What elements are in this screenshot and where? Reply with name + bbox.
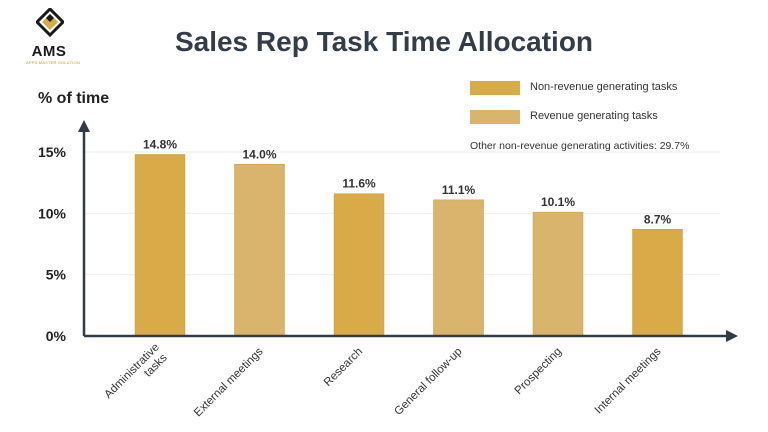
x-tick-label: Prospecting	[513, 346, 564, 397]
diamond-logo-icon	[36, 8, 64, 38]
y-axis-arrow-icon	[78, 120, 90, 132]
legend-item-non-revenue: Non-revenue generating tasks	[470, 80, 760, 96]
x-tick-label: General follow-up	[392, 346, 464, 418]
y-tick-label: 0%	[46, 328, 67, 344]
logo-text: AMS	[31, 43, 67, 60]
x-tick-label: External meetings	[192, 345, 266, 419]
x-tick-label: Internal meetings	[593, 345, 664, 416]
y-tick-label: 15%	[38, 144, 67, 160]
y-tick-label: 10%	[38, 205, 67, 221]
y-axis-label: % of time	[38, 90, 110, 107]
bar	[333, 193, 385, 337]
bar	[234, 164, 285, 337]
bar-value-label: 14.8%	[143, 137, 177, 151]
logo: AMS APPS MASTER SOLUTION	[26, 8, 86, 70]
bar	[134, 154, 186, 337]
bar-value-label: 11.6%	[342, 177, 376, 191]
bar-value-label: 11.1%	[442, 183, 476, 197]
chart-title: Sales Rep Task Time Allocation	[174, 26, 594, 57]
bar-value-label: 14.0%	[242, 147, 276, 161]
legend-label-revenue: Revenue generating tasks	[530, 110, 658, 122]
bar	[532, 211, 584, 337]
y-tick-label: 5%	[46, 267, 67, 283]
legend-label-non-revenue: Non-revenue generating tasks	[530, 81, 678, 93]
bar-value-label: 10.1%	[541, 195, 575, 209]
logo-subtext: APPS MASTER SOLUTION	[26, 60, 81, 65]
legend-item-revenue: Revenue generating tasks	[470, 109, 760, 125]
annotation-other-activities: Other non-revenue generating activities:…	[470, 140, 690, 152]
bar	[632, 229, 683, 337]
x-tick-label: Research	[322, 346, 365, 389]
legend-swatch-non-revenue	[470, 81, 520, 95]
bar-value-label: 8.7%	[644, 212, 672, 226]
legend-swatch-revenue	[470, 110, 520, 124]
x-tick-label: Administrativetasks	[102, 341, 171, 410]
bar	[433, 199, 484, 337]
x-axis-arrow-icon	[726, 330, 738, 342]
